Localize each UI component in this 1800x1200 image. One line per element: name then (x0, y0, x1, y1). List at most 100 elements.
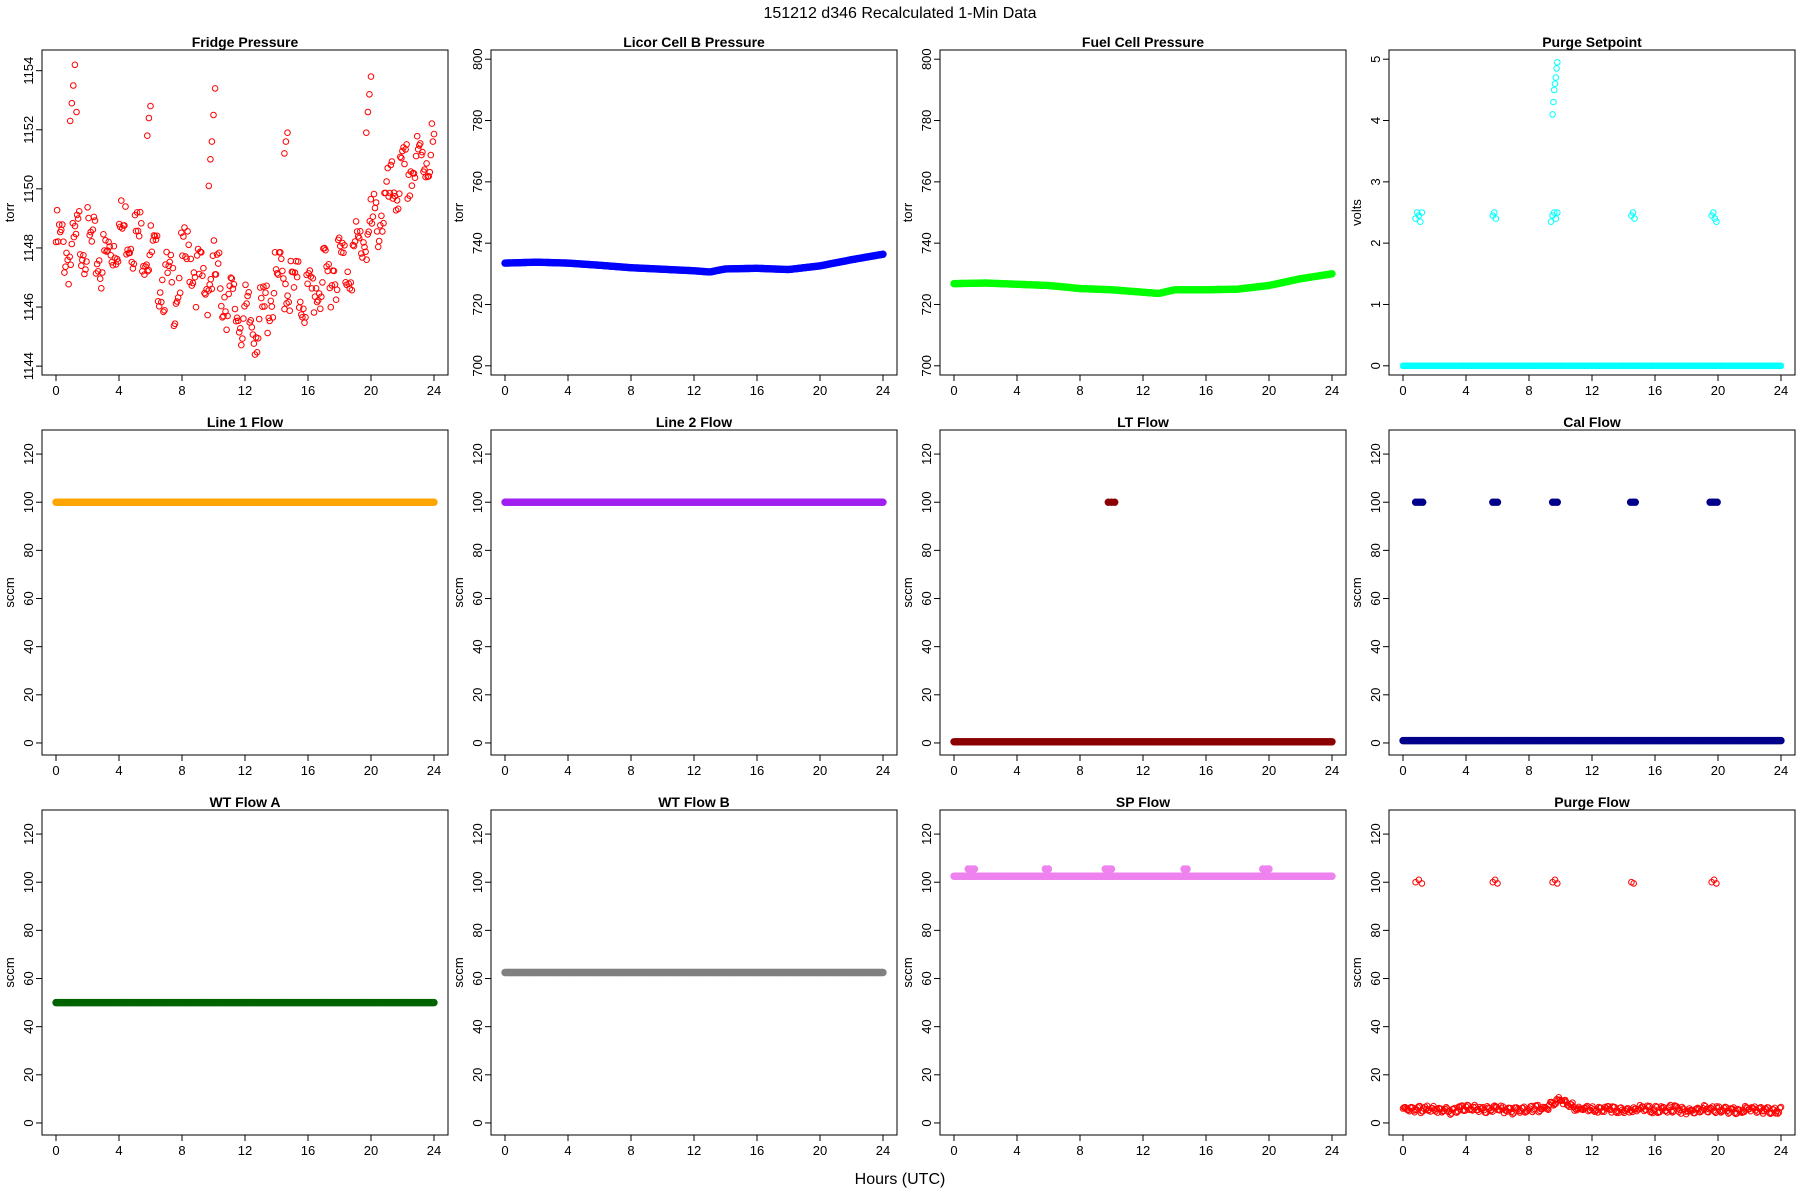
y-tick-label: 0 (21, 1119, 36, 1126)
x-tick-label: 4 (564, 1143, 571, 1158)
data-point (207, 156, 214, 163)
data-point (350, 242, 358, 250)
data-point (180, 233, 187, 240)
data-point (76, 251, 84, 258)
x-tick-label: 24 (1774, 763, 1788, 778)
panel-title: LT Flow (1117, 414, 1169, 430)
data-point (352, 218, 360, 225)
y-tick-label: 40 (919, 639, 934, 653)
data-point (128, 258, 136, 266)
data-point (147, 102, 154, 110)
x-tick-label: 20 (364, 383, 378, 398)
x-tick-label: 12 (1585, 763, 1599, 778)
data-point (1107, 865, 1116, 873)
y-tick-label: 780 (470, 110, 485, 132)
y-tick-label: 60 (470, 971, 485, 985)
y-axis-label: sccm (2, 577, 17, 607)
plot-frame (939, 49, 1347, 376)
data-point (300, 305, 307, 313)
data-point (193, 252, 201, 259)
plot-frame (939, 809, 1347, 1136)
data-point (156, 289, 164, 296)
y-tick-label: 120 (1368, 443, 1383, 465)
panel-title: Line 2 Flow (656, 414, 732, 430)
data-point (394, 205, 402, 213)
data-point (121, 222, 128, 229)
data-point (212, 271, 220, 278)
x-tick-label: 0 (52, 1143, 59, 1158)
x-tick-label: 0 (950, 383, 957, 398)
y-tick-label: 1152 (21, 116, 36, 144)
y-tick-label: 720 (470, 294, 485, 316)
series-1 (1399, 736, 1785, 745)
y-tick-label: 1150 (21, 175, 36, 203)
data-point (235, 329, 243, 336)
series-1 (52, 120, 438, 358)
data-point (144, 267, 151, 275)
x-tick-label: 20 (1262, 383, 1276, 398)
data-point (369, 213, 377, 220)
data-point (309, 275, 317, 282)
data-point (223, 326, 230, 334)
data-point (126, 249, 133, 257)
data-point (244, 292, 251, 300)
y-tick-label: 80 (470, 543, 485, 557)
x-tick-label: 4 (1013, 1143, 1020, 1158)
x-tick-label: 20 (813, 1143, 827, 1158)
data-point (83, 258, 90, 265)
series-2 (66, 61, 375, 190)
data-point (425, 173, 433, 180)
data-point (1553, 498, 1561, 506)
data-point (299, 314, 306, 321)
data-point (388, 158, 396, 165)
data-point (294, 258, 302, 265)
data-point (279, 267, 286, 275)
data-point (361, 243, 368, 251)
data-point (114, 258, 122, 265)
series-2 (1412, 876, 1720, 887)
plot-frame (490, 49, 898, 376)
data-point (211, 85, 219, 92)
x-tick-label: 20 (813, 763, 827, 778)
data-point (330, 267, 338, 275)
data-point (318, 293, 325, 301)
data-point (89, 226, 97, 233)
data-point (397, 153, 404, 161)
series-1 (950, 270, 1336, 298)
x-tick-label: 8 (1525, 383, 1532, 398)
data-point (79, 256, 86, 264)
data-point (75, 208, 83, 215)
data-point (426, 168, 434, 176)
data-point (53, 206, 61, 214)
data-point (1549, 111, 1556, 118)
y-tick-label: 760 (470, 171, 485, 193)
x-tick-label: 0 (950, 1143, 957, 1158)
y-tick-label: 100 (21, 871, 36, 893)
data-point (375, 237, 383, 245)
data-point (132, 227, 140, 235)
data-point (229, 285, 237, 293)
data-point (396, 190, 403, 197)
data-point (348, 286, 356, 294)
x-tick-label: 20 (1262, 763, 1276, 778)
data-point (66, 117, 74, 125)
data-point (161, 307, 168, 314)
data-point (327, 303, 335, 311)
data-point (351, 238, 359, 245)
data-point (1417, 218, 1424, 225)
data-point (118, 197, 125, 204)
series-1 (1399, 1094, 1785, 1118)
data-point (360, 239, 367, 246)
data-point (90, 213, 98, 221)
y-tick-label: 60 (470, 591, 485, 605)
data-point (1554, 59, 1561, 66)
data-point (167, 251, 175, 259)
data-point (200, 264, 207, 272)
data-point (286, 307, 294, 315)
data-point (215, 249, 223, 257)
data-point (207, 275, 215, 283)
x-tick-label: 0 (501, 383, 508, 398)
data-point (282, 280, 289, 288)
y-axis-label: sccm (2, 957, 17, 987)
data-point (147, 222, 155, 229)
